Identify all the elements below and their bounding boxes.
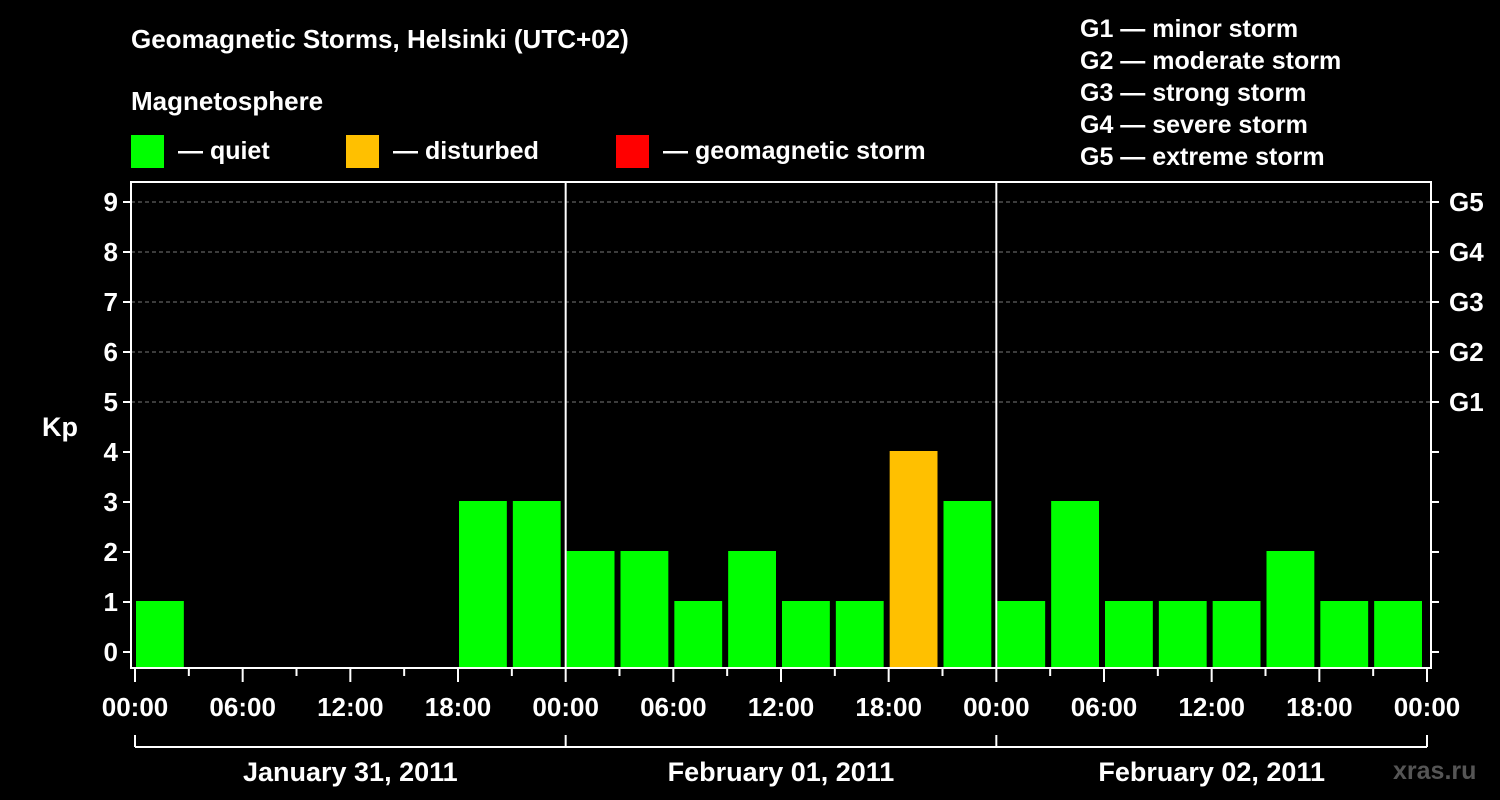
legend-swatch-quiet [131, 134, 164, 168]
g-level-label-g3: G3 [1449, 287, 1484, 317]
plot-frame [130, 181, 1432, 669]
x-tick-label-1: 06:00 [209, 692, 276, 722]
x-tick-label-7: 18:00 [855, 692, 922, 722]
bar-11 [997, 601, 1046, 668]
bar-8 [835, 601, 884, 668]
y-tick-label-6: 6 [104, 337, 118, 367]
bar-2 [512, 501, 561, 668]
storm-scale-g1: G1 — minor storm [1080, 15, 1299, 43]
bar-17 [1320, 601, 1369, 668]
legend-item-quiet: — quiet [131, 134, 270, 168]
x-tick-label-9: 06:00 [1071, 692, 1138, 722]
g-level-label-g4: G4 [1449, 237, 1484, 267]
legend-item-disturbed: — disturbed [346, 134, 539, 168]
day-label-0: January 31, 2011 [243, 757, 458, 787]
bar-0 [136, 601, 184, 668]
legend-label-disturbed: — disturbed [393, 136, 539, 165]
legend-item-storm: — geomagnetic storm [616, 134, 926, 168]
storm-scale-g2: G2 — moderate storm [1080, 47, 1342, 75]
bar-4 [620, 551, 669, 668]
y-tick-label-5: 5 [104, 387, 118, 417]
bar-7 [782, 601, 830, 668]
storm-scale-g5: G5 — extreme storm [1080, 143, 1325, 171]
bar-1 [459, 501, 507, 668]
y-tick-label-2: 2 [104, 537, 118, 567]
y-axis-label: Kp [42, 412, 78, 442]
y-tick-label-7: 7 [104, 287, 118, 317]
storm-scale-g4: G4 — severe storm [1080, 111, 1308, 139]
day-label-2: February 02, 2011 [1098, 757, 1325, 787]
legend-label-storm: — geomagnetic storm [663, 136, 926, 165]
x-tick-label-10: 12:00 [1178, 692, 1245, 722]
bar-5 [674, 601, 723, 668]
bar-13 [1105, 601, 1153, 668]
g-level-label-g1: G1 [1449, 387, 1484, 417]
chart-title: Geomagnetic Storms, Helsinki (UTC+02) [131, 24, 629, 54]
storm-scale-g3: G3 — strong storm [1080, 79, 1307, 107]
x-tick-label-4: 00:00 [532, 692, 599, 722]
y-tick-label-3: 3 [104, 487, 118, 517]
y-tick-label-0: 0 [104, 637, 118, 667]
watermark: xras.ru [1393, 757, 1477, 785]
x-tick-label-2: 12:00 [317, 692, 384, 722]
bar-3 [566, 551, 615, 668]
legend-swatch-disturbed [346, 134, 379, 168]
y-tick-label-9: 9 [104, 187, 118, 217]
x-tick-label-12: 00:00 [1394, 692, 1461, 722]
g-level-label-g5: G5 [1449, 187, 1484, 217]
x-tick-label-5: 06:00 [640, 692, 707, 722]
x-tick-label-6: 12:00 [748, 692, 815, 722]
bar-10 [943, 501, 992, 668]
day-label-1: February 01, 2011 [668, 757, 895, 787]
bar-6 [728, 551, 776, 668]
legend-label-quiet: — quiet [178, 136, 270, 165]
y-tick-label-4: 4 [104, 437, 119, 467]
bar-9 [889, 451, 938, 668]
x-tick-label-11: 18:00 [1286, 692, 1353, 722]
bar-14 [1158, 601, 1207, 668]
x-tick-label-3: 18:00 [425, 692, 492, 722]
storm-scale-legend: G1 — minor storm G2 — moderate storm G3 … [1080, 13, 1341, 173]
bar-16 [1266, 551, 1315, 668]
bar-12 [1051, 501, 1099, 668]
bar-15 [1212, 601, 1261, 668]
g-level-label-g2: G2 [1449, 337, 1484, 367]
y-tick-label-1: 1 [104, 587, 118, 617]
legend-swatch-storm [616, 134, 649, 168]
x-tick-label-8: 00:00 [963, 692, 1030, 722]
magnetosphere-title: Magnetosphere [131, 86, 324, 116]
y-tick-label-8: 8 [104, 237, 118, 267]
bar-18 [1374, 601, 1422, 668]
x-tick-label-0: 00:00 [102, 692, 169, 722]
